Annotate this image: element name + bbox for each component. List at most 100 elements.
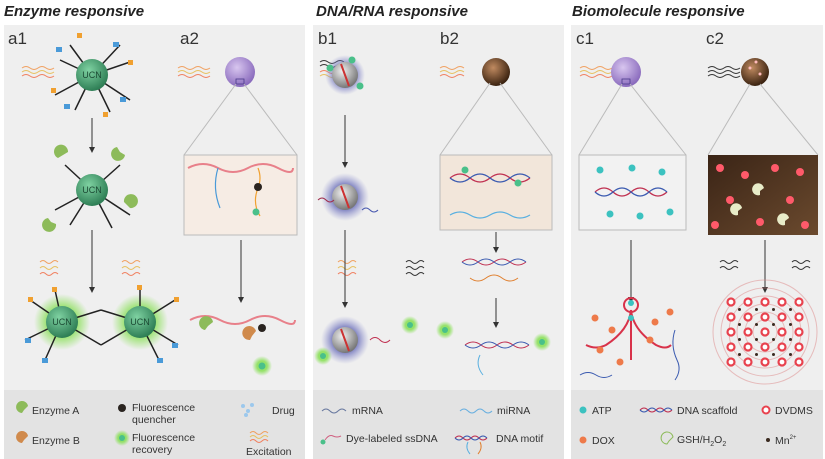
- mn2-ion: [755, 338, 758, 341]
- dvdms-molecule: [743, 297, 753, 307]
- label-b2: b2: [440, 29, 459, 48]
- legend-gsh-h2o2: GSH/H2O2: [677, 434, 726, 448]
- label-a2: a2: [180, 29, 199, 48]
- enzyme-a-icon: [16, 401, 28, 413]
- legend-dna-rna-items: mRNA miRNA Dye-labeled ssDNA DNA motif: [320, 405, 543, 455]
- mn2-ion: [789, 323, 792, 326]
- dox-icon: [579, 436, 587, 444]
- dvdms-molecule: [777, 312, 787, 322]
- dvdms-molecule: [794, 297, 804, 307]
- dvdms-molecule: [726, 327, 736, 337]
- ucn-label: UCN: [130, 317, 150, 327]
- drug-icon: [241, 403, 254, 417]
- dye-labeled-ssdna-icon: [320, 439, 326, 445]
- mn2-ion: [755, 353, 758, 356]
- mn2-ion: [738, 338, 741, 341]
- gsh-h2o2-icon: [660, 431, 674, 445]
- legend-enzyme-items: Enzyme A Enzyme B Fluorescence quencher …: [16, 401, 295, 458]
- section-title-biomolecule: Biomolecule responsive: [572, 3, 745, 20]
- mn2-ion: [755, 308, 758, 311]
- legend-enzyme-b: Enzyme B: [32, 435, 80, 447]
- legend-mrna: mRNA: [352, 405, 383, 417]
- legend-biomolecule: [571, 390, 823, 459]
- enzyme-a-icon: [111, 147, 125, 161]
- dvdms-molecule: [743, 327, 753, 337]
- legend-quencher-line1: Fluorescence: [132, 402, 195, 414]
- dvdms-molecule: [760, 297, 770, 307]
- nanoparticle-c2: [707, 58, 819, 385]
- excitation-wave-icons: [21, 60, 811, 276]
- legend-drug: Drug: [272, 405, 295, 417]
- dvdms-icon: [761, 405, 771, 415]
- mn2-ion: [772, 323, 775, 326]
- legend-dvdms: DVDMS: [775, 405, 813, 417]
- dvdms-molecule: [760, 342, 770, 352]
- legend-recovery-line1: Fluorescence: [132, 432, 195, 444]
- dvdms-molecule: [760, 357, 770, 367]
- panel-dna-rna: [313, 25, 564, 459]
- dvdms-molecule: [743, 342, 753, 352]
- dna-motif-icon: [454, 435, 488, 455]
- dvdms-molecule: [777, 342, 787, 352]
- label-a1: a1: [8, 29, 27, 48]
- legend-enzyme-a: Enzyme A: [32, 405, 79, 417]
- legend-enzyme: [4, 390, 305, 459]
- nanoparticle-a2: [183, 57, 298, 376]
- label-b1: b1: [318, 29, 337, 48]
- quencher-icon: [118, 404, 126, 412]
- enzyme-b-icon: [16, 431, 28, 443]
- atp-icon: [579, 406, 587, 414]
- label-c2: c2: [706, 29, 724, 48]
- enzyme-a-icon: [42, 218, 57, 232]
- process-arrows: [89, 115, 768, 328]
- dvdms-molecule: [777, 327, 787, 337]
- mirna-icon: [459, 408, 493, 414]
- dvdms-molecule: [726, 357, 736, 367]
- dvdms-molecule: [794, 312, 804, 322]
- legend-dna-motif: DNA motif: [496, 433, 543, 445]
- dvdms-molecule: [760, 312, 770, 322]
- dvdms-molecule: [726, 297, 736, 307]
- label-c1: c1: [576, 29, 594, 48]
- mn2-ion: [772, 353, 775, 356]
- nanoparticle-b1: [314, 55, 419, 365]
- nanoparticle-b2: [436, 58, 553, 376]
- mn2-icon: [766, 438, 770, 442]
- section-title-enzyme: Enzyme responsive: [4, 3, 144, 20]
- mn2-ion: [738, 353, 741, 356]
- nanoparticle-c1: [578, 57, 687, 381]
- dvdms-molecule: [794, 342, 804, 352]
- mn2-ion: [772, 338, 775, 341]
- enzyme-a-icon: [54, 144, 69, 158]
- dvdms-molecule: [726, 312, 736, 322]
- dna-scaffold-icon: [639, 407, 673, 413]
- dvdms-molecule: [760, 327, 770, 337]
- legend-ssdna: Dye-labeled ssDNA: [346, 433, 438, 445]
- mn2-ion: [789, 353, 792, 356]
- legend-atp: ATP: [592, 405, 612, 417]
- enzyme-a-icon: [123, 194, 138, 209]
- dvdms-molecule: [777, 297, 787, 307]
- mn2-ion: [772, 308, 775, 311]
- mn2-ion: [789, 338, 792, 341]
- legend-excitation: Excitation: [246, 446, 292, 458]
- mn2-ion: [755, 323, 758, 326]
- panel-enzyme: [4, 25, 305, 459]
- legend-biomolecule-items: ATP DNA scaffold DVDMS DOX GSH/H2O2 Mn2+: [579, 405, 813, 448]
- ucn-nanoparticle-a1-top: UCN: [51, 33, 133, 117]
- dvdms-molecule: [794, 327, 804, 337]
- mn2-ion: [738, 323, 741, 326]
- ucn-nanoparticle-a1-middle: UCN: [42, 144, 138, 232]
- ucn-label: UCN: [82, 185, 102, 195]
- legend-dox: DOX: [592, 435, 615, 447]
- legend-recovery-line2: recovery: [132, 444, 173, 456]
- section-title-dna-rna: DNA/RNA responsive: [316, 3, 468, 20]
- legend-dna-scaffold: DNA scaffold: [677, 405, 738, 417]
- legend-quencher-line2: quencher: [132, 414, 176, 426]
- mn2-ion: [738, 308, 741, 311]
- ucn-nanoparticles-a1-bottom: UCN UCN: [24, 285, 179, 363]
- dvdms-molecule: [743, 312, 753, 322]
- legend-mn2: Mn2+: [775, 435, 797, 447]
- dvdms-molecule: [794, 357, 804, 367]
